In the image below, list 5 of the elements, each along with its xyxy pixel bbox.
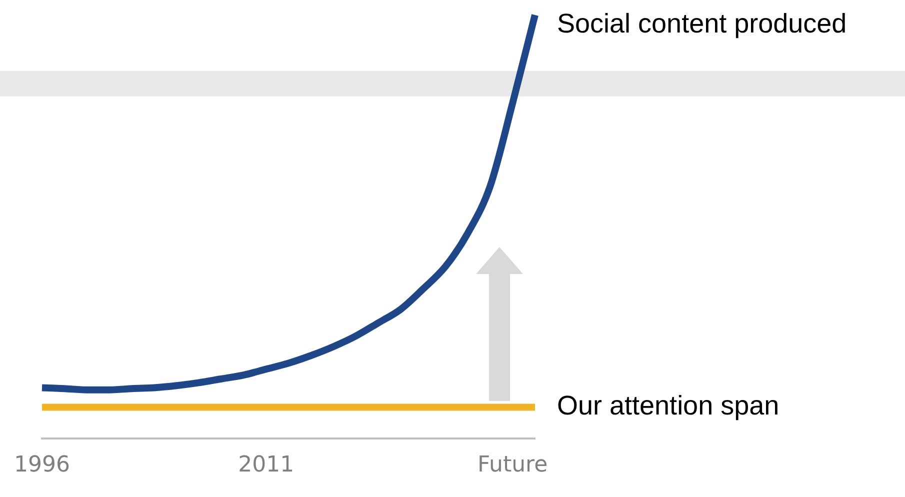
x-tick-label: Future — [478, 452, 548, 478]
x-tick-label: 2011 — [238, 452, 294, 478]
x-tick-label: 1996 — [14, 452, 70, 478]
series-label: Social content produced — [557, 8, 847, 38]
series-label: Our attention span — [557, 390, 780, 421]
